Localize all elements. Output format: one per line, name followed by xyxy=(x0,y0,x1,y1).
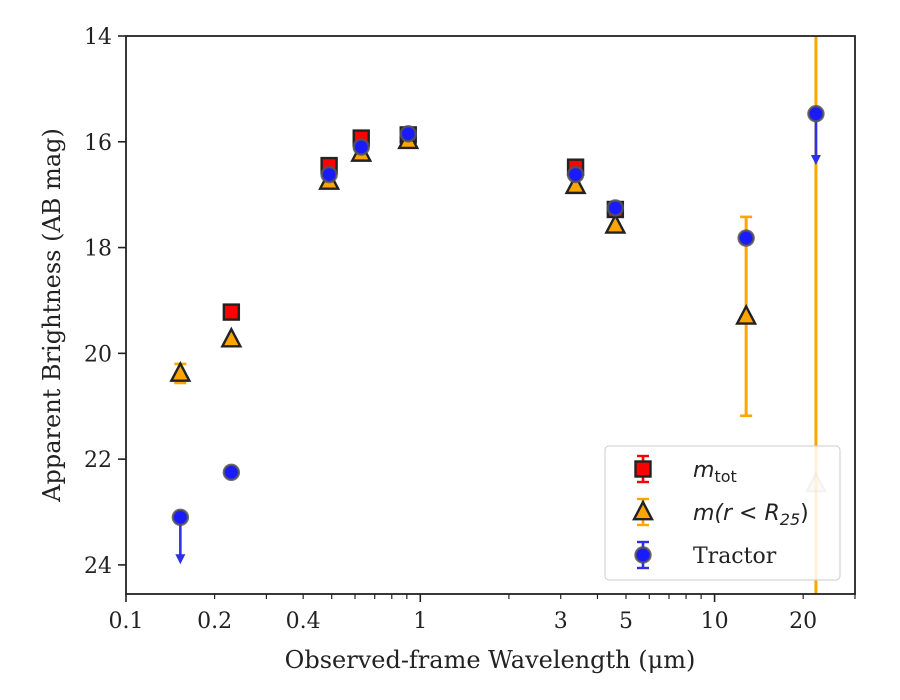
legend-label-mr25: m(r < R25) xyxy=(693,501,809,529)
mr25-point xyxy=(169,360,192,382)
y-tick-label: 24 xyxy=(84,554,112,579)
mr25-point xyxy=(604,212,627,234)
mr25-point-group xyxy=(169,360,192,382)
upper-limit-arrowhead xyxy=(810,154,821,165)
legend-box xyxy=(604,445,841,581)
plot-frame xyxy=(125,35,856,595)
data-marks xyxy=(169,36,827,594)
tick-labels: 0.1 0.2 0.4 1 3 5 10 20 14 16 18 20 22 24 xyxy=(84,25,817,634)
x-tick-label: 20 xyxy=(789,609,817,634)
upper-limit-arrowhead xyxy=(175,554,186,565)
tractor-point xyxy=(352,138,370,156)
legend-label-tractor: Tractor xyxy=(693,544,777,569)
mr25-point-group xyxy=(564,173,587,195)
mr25-point xyxy=(220,326,243,348)
x-axis-label: Observed-frame Wavelength (μm) xyxy=(285,646,696,674)
y-tick-label: 16 xyxy=(84,131,112,156)
mr25-point-group xyxy=(220,326,243,348)
y-tick-label: 18 xyxy=(84,237,112,262)
x-tick-label: 5 xyxy=(619,609,633,634)
legend-marker-mtot xyxy=(634,460,652,478)
tractor-point xyxy=(807,105,825,123)
tractor-point xyxy=(171,508,190,527)
x-tick-label: 3 xyxy=(554,609,568,634)
tractor-point xyxy=(606,199,625,217)
x-tick-label: 1 xyxy=(413,609,427,634)
tractor-point xyxy=(737,229,755,247)
tractor-point xyxy=(566,165,585,184)
tractor-point xyxy=(222,463,241,482)
tractor-point xyxy=(399,125,417,143)
y-tick-label: 14 xyxy=(84,25,112,50)
legend: mtot m(r < R25) Tractor xyxy=(604,445,841,581)
mr25-point xyxy=(735,303,758,325)
y-axis-label: Apparent Brightness (AB mag) xyxy=(38,128,66,503)
x-tick-label: 0.2 xyxy=(197,609,232,634)
mr25-point-group xyxy=(604,212,627,234)
mr25-point-group xyxy=(735,303,758,325)
tractor-point xyxy=(320,165,338,184)
x-tick-label: 10 xyxy=(701,609,729,634)
mr25-point xyxy=(564,173,587,195)
legend-label-mtot: mtot xyxy=(693,458,737,486)
y-tick-label: 20 xyxy=(84,342,112,367)
x-tick-label: 0.1 xyxy=(109,609,144,634)
mtot-point xyxy=(222,303,241,321)
x-tick-label: 0.4 xyxy=(286,609,321,634)
legend-marker-mr25 xyxy=(632,499,654,521)
y-tick-label: 22 xyxy=(84,448,112,473)
legend-marker-tractor xyxy=(634,546,652,564)
